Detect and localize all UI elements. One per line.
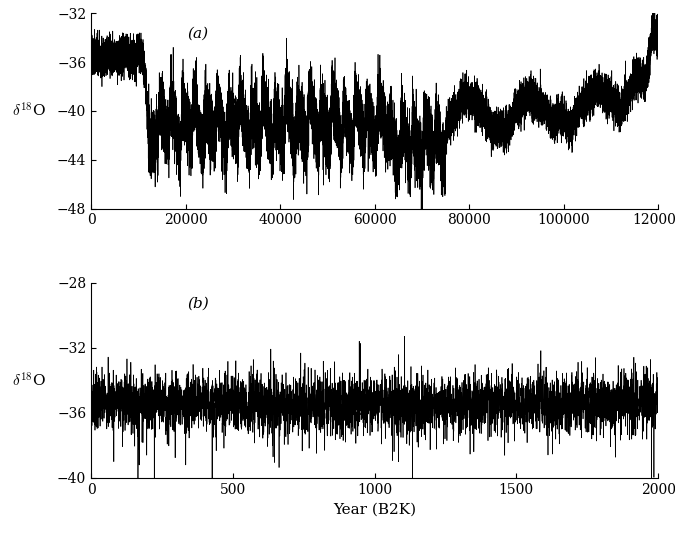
X-axis label: Year (B2K): Year (B2K) (333, 502, 416, 516)
Text: (b): (b) (188, 296, 209, 310)
Y-axis label: $\delta^{18}$O: $\delta^{18}$O (12, 371, 47, 389)
Y-axis label: $\delta^{18}$O: $\delta^{18}$O (12, 102, 46, 120)
Text: (a): (a) (188, 27, 209, 41)
